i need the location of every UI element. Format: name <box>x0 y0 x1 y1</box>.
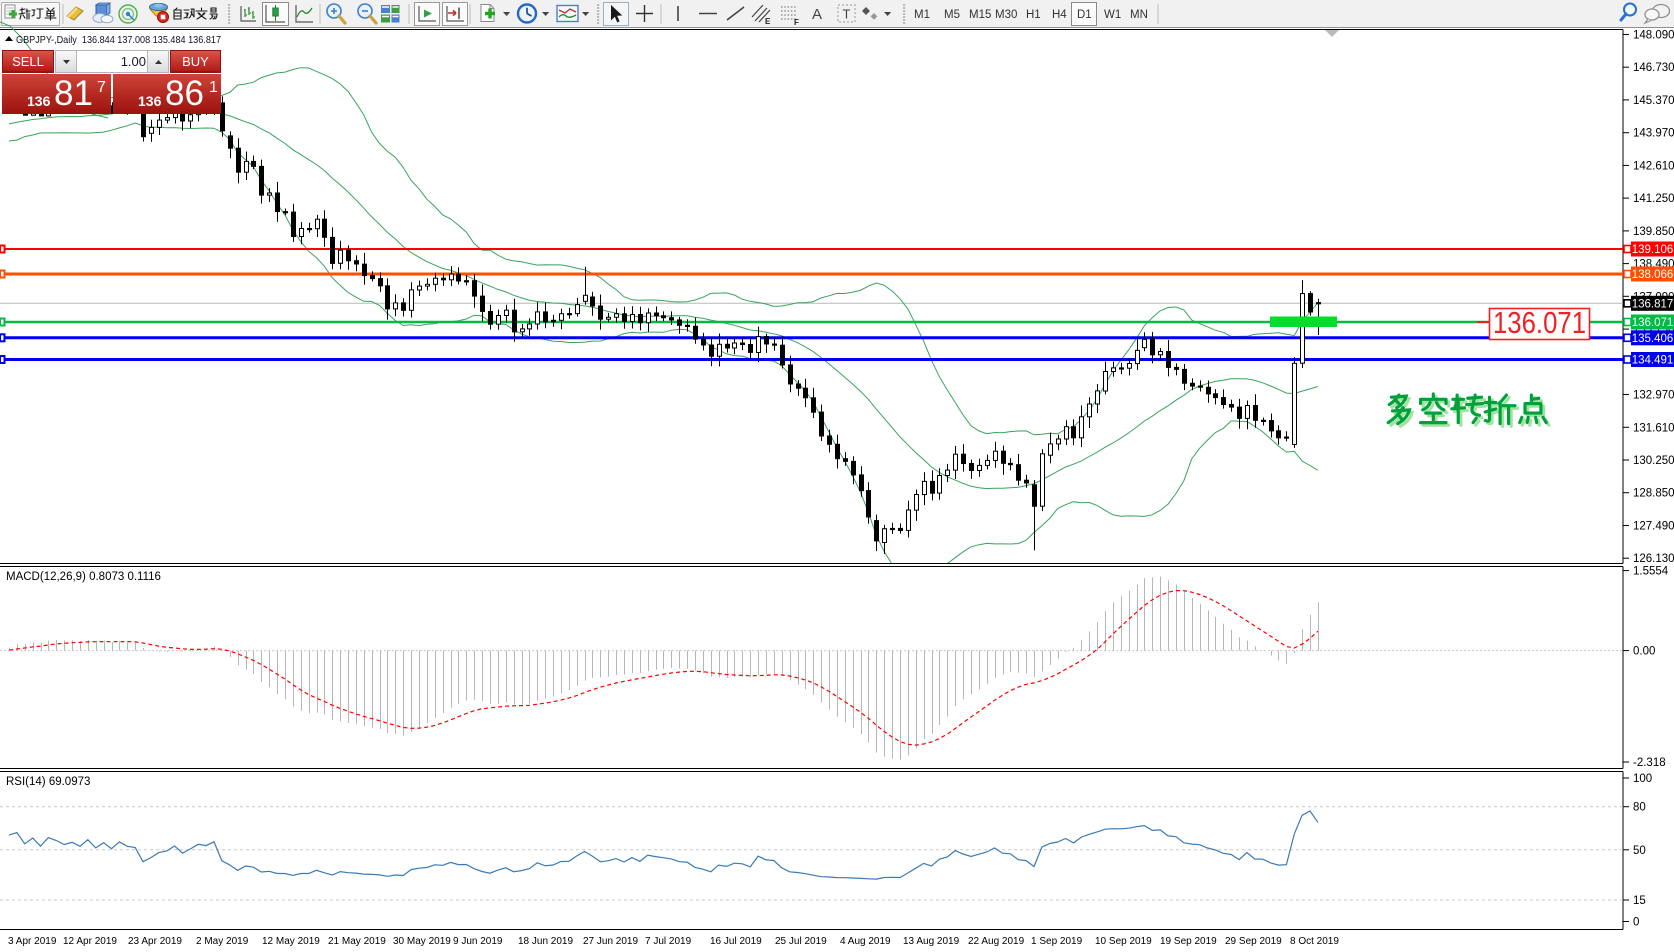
svg-text:M1: M1 <box>914 9 930 21</box>
svg-text:29 Sep 2019: 29 Sep 2019 <box>1225 936 1282 947</box>
svg-text:16 Jul 2019: 16 Jul 2019 <box>710 936 762 947</box>
svg-text:130.250: 130.250 <box>1633 455 1674 467</box>
svg-text:13 Aug 2019: 13 Aug 2019 <box>903 936 960 947</box>
svg-text:1 Sep 2019: 1 Sep 2019 <box>1031 936 1083 947</box>
svg-text:134.491: 134.491 <box>1632 355 1674 367</box>
svg-text:145.370: 145.370 <box>1633 95 1674 107</box>
svg-text:80: 80 <box>1633 802 1646 814</box>
svg-text:-2.318: -2.318 <box>1633 757 1666 769</box>
svg-text:146.730: 146.730 <box>1633 62 1674 74</box>
svg-text:0.00: 0.00 <box>1633 646 1655 658</box>
svg-text:27 Jun 2019: 27 Jun 2019 <box>583 936 638 947</box>
svg-text:1.5554: 1.5554 <box>1633 566 1669 578</box>
svg-text:RSI(14) 69.0973: RSI(14) 69.0973 <box>6 776 90 788</box>
svg-text:GBPJPY-,Daily 136.844 137.008: GBPJPY-,Daily 136.844 137.008 135.484 13… <box>16 34 221 46</box>
svg-text:22 Aug 2019: 22 Aug 2019 <box>968 936 1025 947</box>
svg-text:M5: M5 <box>944 9 960 21</box>
svg-text:128.850: 128.850 <box>1633 488 1674 500</box>
svg-text:H1: H1 <box>1026 9 1041 21</box>
svg-text:12 Apr 2019: 12 Apr 2019 <box>63 936 117 947</box>
svg-text:143.970: 143.970 <box>1633 128 1674 140</box>
svg-text:10 Sep 2019: 10 Sep 2019 <box>1095 936 1152 947</box>
svg-text:W1: W1 <box>1104 9 1121 21</box>
svg-text:0: 0 <box>1633 917 1639 929</box>
svg-text:4 Aug 2019: 4 Aug 2019 <box>840 936 891 947</box>
svg-text:7 Jul 2019: 7 Jul 2019 <box>645 936 692 947</box>
svg-text:25 Jul 2019: 25 Jul 2019 <box>775 936 827 947</box>
svg-text:23 Apr 2019: 23 Apr 2019 <box>128 936 182 947</box>
svg-text:F: F <box>794 18 799 27</box>
svg-text:139.850: 139.850 <box>1633 226 1674 238</box>
svg-text:21 May 2019: 21 May 2019 <box>328 936 386 947</box>
svg-text:18 Jun 2019: 18 Jun 2019 <box>518 936 573 947</box>
svg-text:H4: H4 <box>1052 9 1067 21</box>
svg-text:M15: M15 <box>969 9 991 21</box>
svg-text:136.071: 136.071 <box>1632 317 1674 329</box>
svg-text:19 Sep 2019: 19 Sep 2019 <box>1160 936 1217 947</box>
svg-text:100: 100 <box>1633 773 1652 785</box>
svg-text:E: E <box>765 17 771 26</box>
svg-text:MACD(12,26,9) 0.8073 0.1116: MACD(12,26,9) 0.8073 0.1116 <box>6 571 161 583</box>
svg-text:50: 50 <box>1633 845 1646 857</box>
svg-text:3 Apr 2019: 3 Apr 2019 <box>8 936 57 947</box>
svg-text:MN: MN <box>1130 9 1148 21</box>
svg-text:138.066: 138.066 <box>1632 269 1674 281</box>
svg-text:136.071: 136.071 <box>1493 305 1586 340</box>
svg-text:136.817: 136.817 <box>1632 298 1674 310</box>
svg-text:135.406: 135.406 <box>1632 333 1674 345</box>
svg-text:15: 15 <box>1633 895 1646 907</box>
svg-text:141.250: 141.250 <box>1633 193 1674 205</box>
svg-text:M30: M30 <box>995 9 1017 21</box>
svg-text:139.106: 139.106 <box>1632 244 1674 256</box>
svg-text:8 Oct 2019: 8 Oct 2019 <box>1290 936 1339 947</box>
svg-text:2 May 2019: 2 May 2019 <box>196 936 249 947</box>
svg-text:30 May 2019: 30 May 2019 <box>393 936 451 947</box>
svg-text:132.970: 132.970 <box>1633 390 1674 402</box>
svg-text:A: A <box>812 6 822 23</box>
svg-text:127.490: 127.490 <box>1633 521 1674 533</box>
svg-text:12 May 2019: 12 May 2019 <box>262 936 320 947</box>
svg-text:D1: D1 <box>1077 9 1092 21</box>
svg-text:148.090: 148.090 <box>1633 30 1674 42</box>
svg-text:142.610: 142.610 <box>1633 160 1674 172</box>
svg-text:126.130: 126.130 <box>1633 553 1674 565</box>
svg-text:131.610: 131.610 <box>1633 422 1674 434</box>
svg-text:9 Jun 2019: 9 Jun 2019 <box>453 936 503 947</box>
svg-text:T: T <box>843 7 851 22</box>
